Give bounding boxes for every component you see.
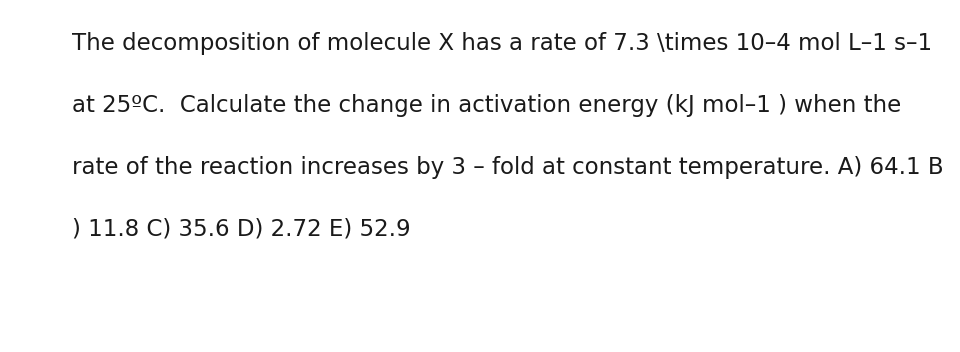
Text: at 25ºC.  Calculate the change in activation energy (kJ mol–1 ) when the: at 25ºC. Calculate the change in activat… (72, 94, 901, 117)
Text: ) 11.8 C) 35.6 D) 2.72 E) 52.9: ) 11.8 C) 35.6 D) 2.72 E) 52.9 (72, 218, 411, 241)
Text: rate of the reaction increases by 3 – fold at constant temperature. A) 64.1 B: rate of the reaction increases by 3 – fo… (72, 156, 944, 179)
Text: The decomposition of molecule X has a rate of 7.3 \times 10–4 mol L–1 s–1: The decomposition of molecule X has a ra… (72, 32, 932, 55)
